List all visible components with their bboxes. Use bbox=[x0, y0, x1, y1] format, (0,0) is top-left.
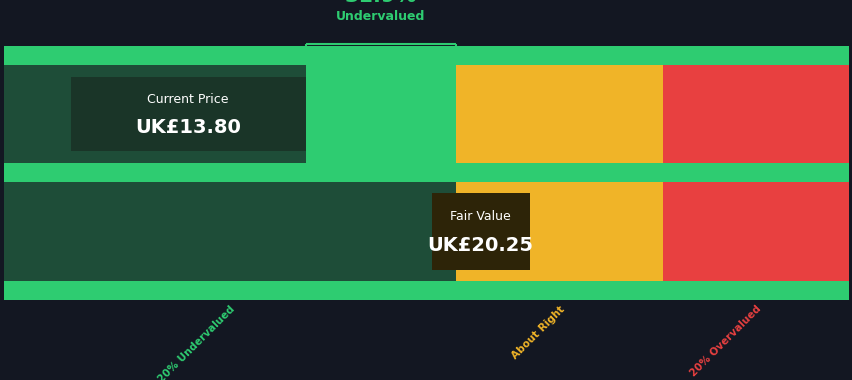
Bar bbox=[662, 182, 848, 281]
Text: 31.9%: 31.9% bbox=[344, 0, 417, 6]
Bar bbox=[4, 46, 848, 65]
Text: Undervalued: Undervalued bbox=[336, 10, 425, 23]
Text: Current Price: Current Price bbox=[147, 93, 228, 106]
Text: About Right: About Right bbox=[509, 304, 566, 361]
Bar bbox=[71, 77, 305, 151]
Bar bbox=[662, 65, 848, 163]
Text: Fair Value: Fair Value bbox=[450, 210, 510, 223]
Bar bbox=[4, 65, 305, 163]
Bar bbox=[4, 281, 848, 300]
Text: 20% Overvalued: 20% Overvalued bbox=[688, 304, 762, 379]
Text: 20% Undervalued: 20% Undervalued bbox=[157, 304, 237, 380]
Bar bbox=[4, 163, 848, 182]
Bar bbox=[431, 193, 529, 270]
Text: UK£13.80: UK£13.80 bbox=[135, 118, 241, 137]
Bar bbox=[305, 65, 456, 163]
Bar bbox=[456, 182, 662, 281]
Bar bbox=[456, 65, 662, 163]
Bar bbox=[4, 182, 456, 281]
Text: UK£20.25: UK£20.25 bbox=[427, 236, 533, 255]
